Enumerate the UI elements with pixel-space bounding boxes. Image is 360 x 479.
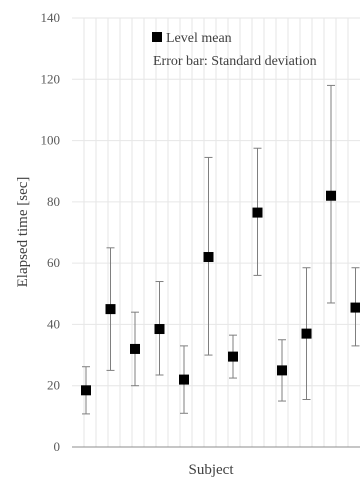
legend-marker	[152, 32, 162, 42]
mean-marker	[252, 207, 263, 218]
legend-note: Error bar: Standard deviation	[153, 54, 317, 69]
y-tick-label: 140	[41, 10, 61, 25]
y-tick-label: 0	[54, 439, 61, 454]
grid-lines	[72, 17, 360, 447]
mean-marker	[154, 324, 165, 335]
mean-marker	[81, 385, 91, 396]
mean-marker	[179, 374, 189, 385]
mean-marker	[277, 365, 287, 376]
y-tick-label: 100	[41, 133, 61, 148]
y-axis-title: Elapsed time [sec]	[15, 177, 31, 288]
y-tick-label: 20	[47, 378, 60, 393]
y-tick-label: 80	[47, 194, 60, 209]
y-tick-label: 40	[47, 316, 60, 331]
mean-marker	[105, 304, 116, 315]
mean-marker	[301, 328, 312, 339]
mean-marker	[326, 190, 336, 201]
y-tick-labels: 0 20 40 60 80 100 120 140	[41, 10, 61, 454]
mean-marker	[228, 351, 238, 362]
mean-marker	[203, 252, 214, 263]
legend-series-label: Level mean	[166, 31, 232, 46]
x-axis-title: Subject	[189, 462, 235, 478]
y-tick-label: 60	[47, 255, 60, 270]
mean-markers	[81, 190, 360, 396]
legend: Level mean Error bar: Standard deviation	[152, 31, 317, 69]
mean-marker	[350, 302, 360, 313]
y-tick-label: 120	[41, 71, 61, 86]
error-bars	[82, 84, 360, 415]
mean-marker	[130, 343, 140, 354]
